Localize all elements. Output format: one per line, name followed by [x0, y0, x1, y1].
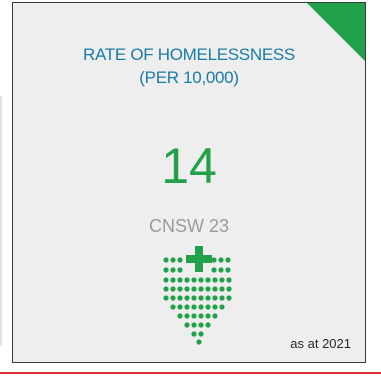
stat-value: 14 [161, 138, 217, 194]
stat-card: RATE OF HOMELESSNESS (PER 10,000) 14 CNS… [12, 2, 366, 363]
bottom-rule [0, 372, 381, 374]
left-edge-decoration [0, 96, 2, 346]
stat-title: RATE OF HOMELESSNESS (PER 10,000) [83, 45, 295, 87]
corner-accent [306, 3, 365, 62]
stat-subtitle: CNSW 23 [148, 216, 229, 236]
as-at-note: as at 2021 [290, 336, 351, 351]
shield-cross-dots-icon [163, 246, 232, 345]
